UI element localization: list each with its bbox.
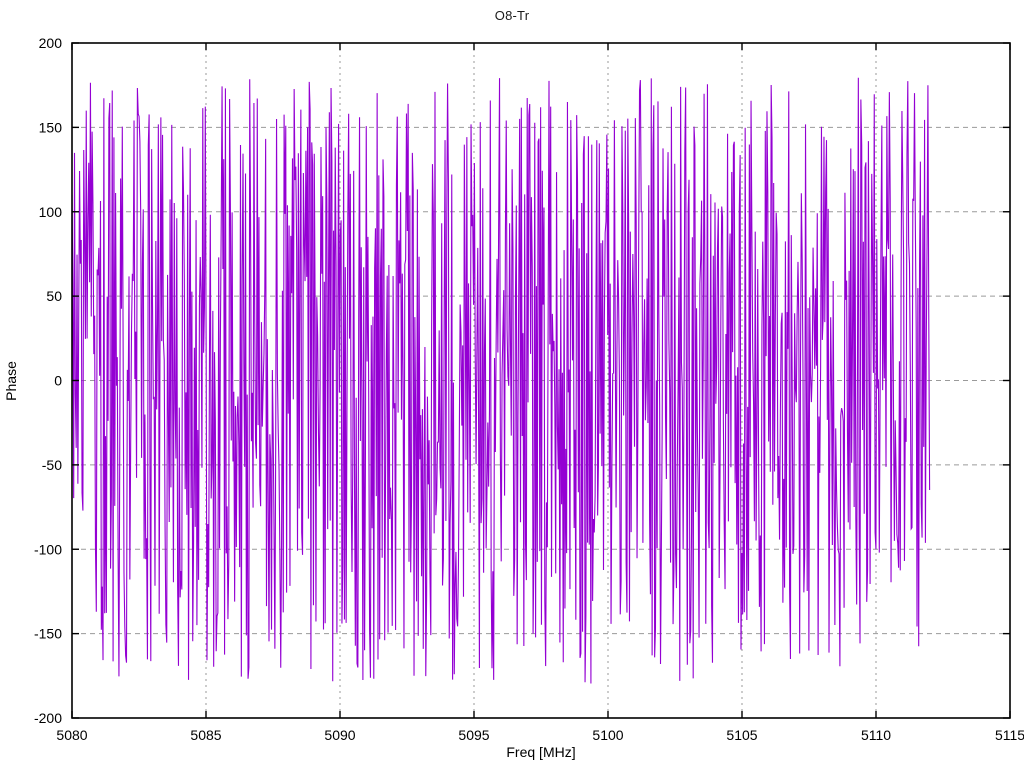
x-tick-label: 5115 (995, 727, 1024, 743)
x-tick-label: 5095 (458, 727, 489, 743)
x-axis-label: Freq [MHz] (506, 744, 575, 760)
tick-marks (71, 42, 1011, 719)
y-tick-label: -200 (34, 710, 62, 726)
y-tick-label: -50 (42, 457, 62, 473)
data-series (71, 77, 931, 684)
y-tick-label: 0 (54, 373, 62, 389)
y-tick-label: 150 (39, 119, 63, 135)
x-tick-label: 5105 (726, 727, 757, 743)
x-tick-label: 5085 (190, 727, 221, 743)
y-axis-label: Phase (3, 361, 19, 401)
chart-title: O8-Tr (494, 8, 530, 23)
y-tick-label: 50 (46, 288, 62, 304)
x-tick-label: 5110 (861, 727, 891, 743)
tick-labels: -200 -150 -100 -50 0 50 100 150 200 5080 5085 5090 5… (34, 35, 1024, 743)
y-tick-label: 200 (39, 35, 63, 51)
y-tick-label: -100 (34, 541, 62, 557)
series-line (71, 77, 931, 684)
x-tick-label: 5100 (592, 727, 623, 743)
y-tick-label: 100 (39, 204, 63, 220)
x-tick-label: 5080 (56, 727, 87, 743)
x-tick-label: 5090 (324, 727, 355, 743)
y-tick-label: -150 (34, 626, 62, 642)
